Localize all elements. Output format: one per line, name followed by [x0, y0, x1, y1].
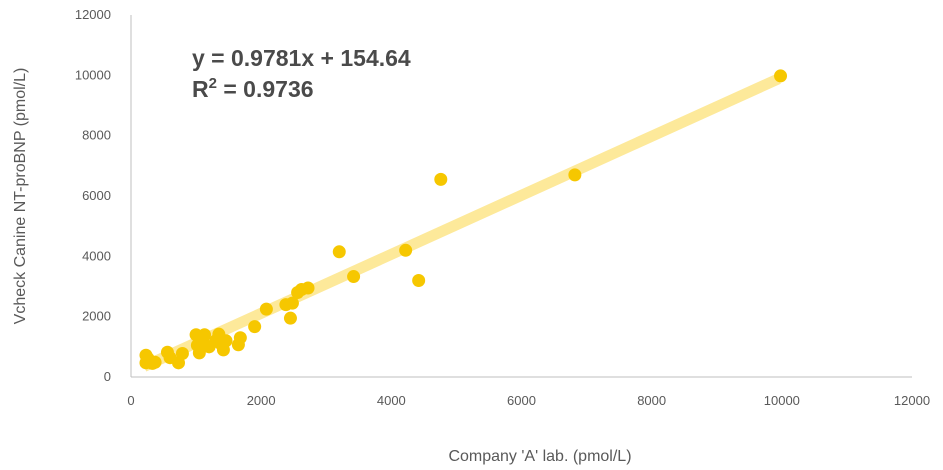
y-tick-label: 2000 [82, 309, 111, 324]
x-tick-label: 0 [127, 393, 134, 408]
y-axis-ticks: 0 2000 4000 6000 8000 10000 12000 [75, 7, 111, 384]
y-tick-label: 6000 [82, 188, 111, 203]
y-tick-label: 10000 [75, 67, 111, 82]
x-tick-label: 12000 [894, 393, 930, 408]
x-tick-label: 6000 [507, 393, 536, 408]
data-point [434, 172, 448, 186]
x-axis-title: Company 'A' lab. (pmol/L) [448, 448, 631, 465]
data-point [568, 168, 582, 182]
data-point [198, 328, 212, 342]
r-squared: R2 = 0.9736 [192, 75, 314, 102]
data-point [192, 346, 206, 360]
y-tick-label: 8000 [82, 128, 111, 143]
data-point [259, 302, 273, 316]
data-points [139, 69, 788, 370]
data-point [399, 243, 413, 257]
y-tick-label: 12000 [75, 7, 111, 22]
y-axis-title: Vcheck Canine NT-proBNP (pmol/L) [12, 68, 29, 325]
data-point [774, 69, 788, 83]
data-point [248, 320, 262, 334]
y-tick-label: 0 [104, 369, 111, 384]
trendline [141, 73, 781, 372]
data-point [148, 355, 162, 369]
x-tick-label: 8000 [637, 393, 666, 408]
data-point [219, 334, 233, 348]
data-point [285, 296, 299, 310]
data-point [283, 311, 297, 325]
data-point [347, 270, 361, 284]
data-point [233, 331, 247, 345]
x-axis-ticks: 0 2000 4000 6000 8000 10000 12000 [127, 393, 930, 408]
data-point [412, 273, 426, 287]
r-squared-exponent: 2 [209, 75, 217, 92]
x-tick-label: 10000 [764, 393, 800, 408]
data-point [332, 245, 346, 259]
y-tick-label: 4000 [82, 248, 111, 263]
x-tick-label: 2000 [247, 393, 276, 408]
data-point [301, 281, 315, 295]
x-tick-label: 4000 [377, 393, 406, 408]
data-point [175, 346, 189, 360]
r-squared-base: R [192, 76, 209, 102]
r-squared-value: = 0.9736 [217, 76, 314, 102]
regression-equation: y = 0.9781x + 154.64 [192, 45, 411, 71]
